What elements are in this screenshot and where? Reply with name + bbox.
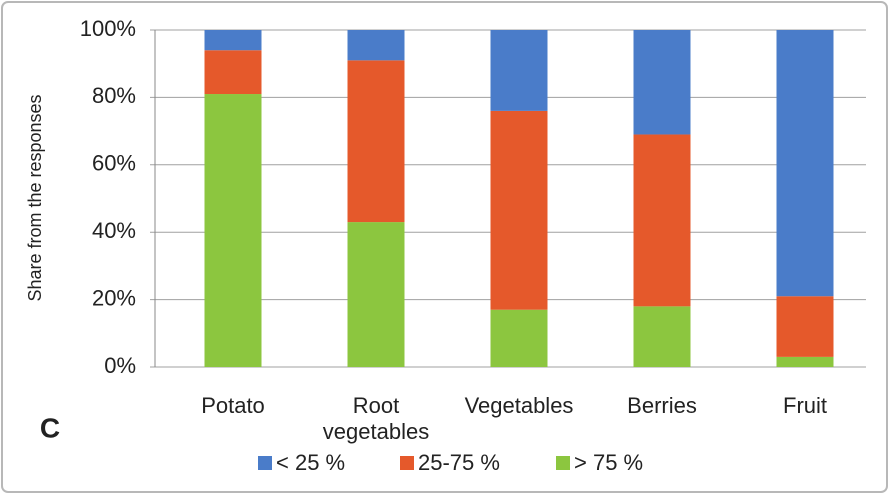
bar-segment: [347, 30, 405, 61]
bar-segment: [204, 50, 262, 95]
bar-segment: [776, 356, 834, 367]
legend-swatch: [258, 456, 272, 470]
legend-label: < 25 %: [276, 450, 345, 475]
bar-segment: [490, 110, 548, 310]
y-tick-label: 0%: [104, 353, 136, 378]
y-tick-label: 80%: [92, 83, 136, 108]
legend-label: > 75 %: [574, 450, 643, 475]
x-tick-label: Fruit: [783, 393, 827, 418]
y-tick-label: 20%: [92, 285, 136, 310]
y-axis-label: Share from the responses: [25, 94, 45, 301]
panel-label: C: [40, 412, 60, 443]
bar-segment: [204, 94, 262, 367]
legend-swatch: [400, 456, 414, 470]
x-tick-label: Root vegetables: [322, 393, 430, 444]
legend-swatch: [556, 456, 570, 470]
bar-segment: [776, 296, 834, 357]
legend-label: 25-75 %: [418, 450, 500, 475]
bar-segment: [776, 30, 834, 297]
y-tick-label: 60%: [92, 151, 136, 176]
bar-segment: [633, 306, 691, 367]
bar-segment: [633, 30, 691, 135]
bar-segment: [490, 30, 548, 111]
y-tick-label: 40%: [92, 218, 136, 243]
bar-segment: [347, 60, 405, 223]
bar-segment: [490, 309, 548, 367]
bar-segment: [633, 134, 691, 307]
x-tick-label: Vegetables: [464, 393, 574, 418]
x-tick-label: Berries: [627, 393, 697, 418]
bar-segment: [204, 30, 262, 51]
y-tick-label: 100%: [80, 16, 136, 41]
bar-segment: [347, 222, 405, 367]
x-tick-label: Potato: [201, 393, 265, 418]
